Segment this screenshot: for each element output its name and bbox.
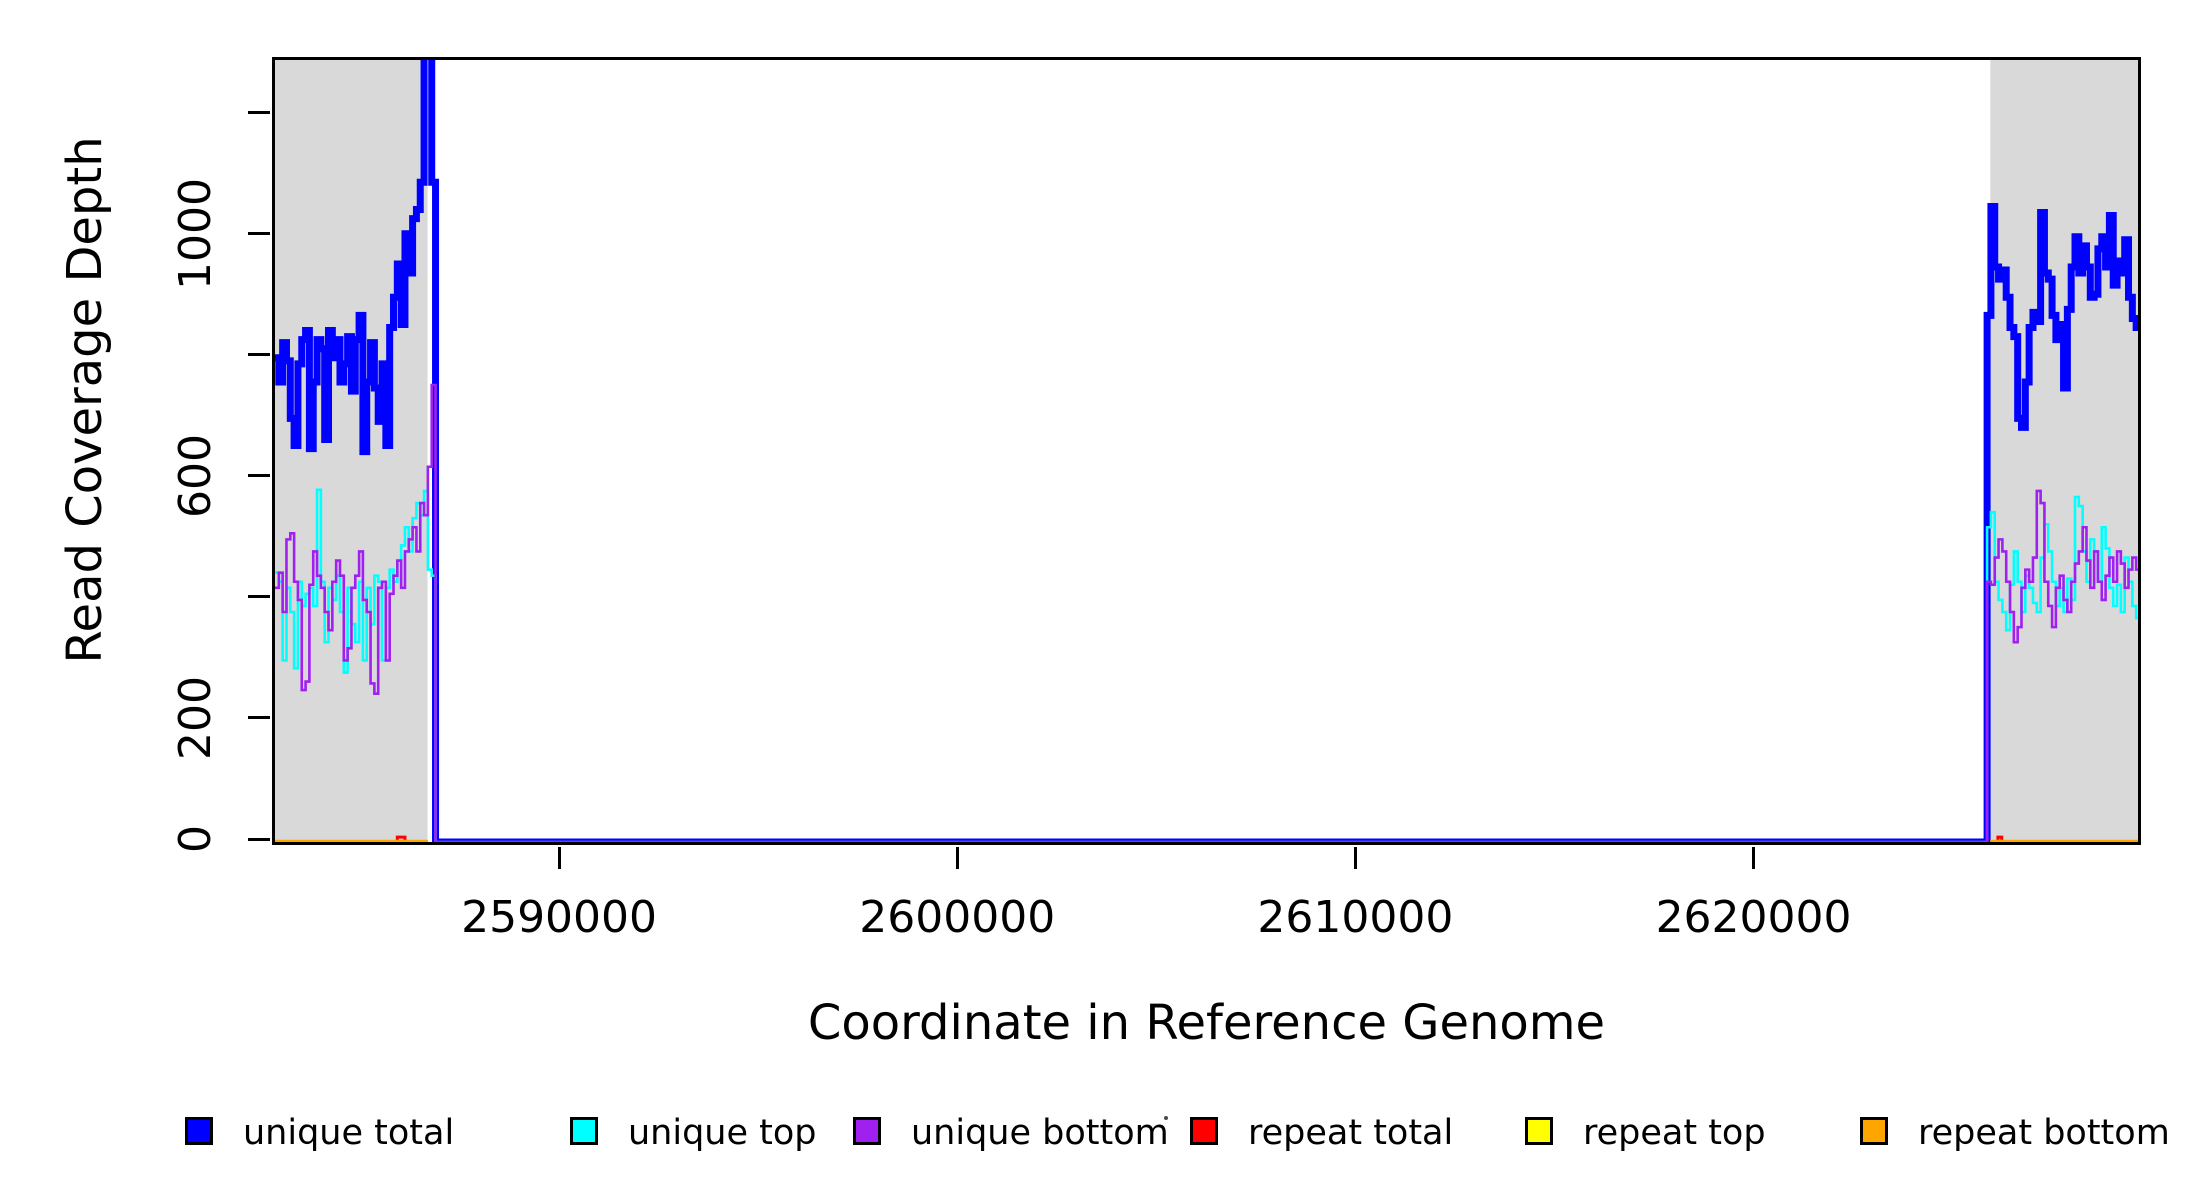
series-unique-top [275,488,2138,842]
y-tick-label: 600 [170,433,221,518]
series-unique-bottom [275,383,2138,842]
y-tick-label: 0 [170,825,221,853]
legend-swatch-icon [1860,1117,1888,1145]
shaded-flank-region [1990,60,2138,842]
series-repeat-total [275,835,2138,842]
y-tick-mark [248,837,270,841]
y-tick-mark [248,716,270,720]
x-tick-label: 2610000 [1257,892,1454,943]
legend-label: unique total [243,1113,455,1153]
legend-swatch-icon [570,1117,598,1145]
x-tick-mark [1752,847,1756,869]
y-tick-mark [248,595,270,599]
series-unique-total [275,60,2138,842]
legend-swatch-icon [1190,1117,1218,1145]
y-tick-label: 200 [170,675,221,760]
x-tick-label: 2620000 [1655,892,1852,943]
y-axis-title: Read Coverage Depth [57,136,113,664]
legend-swatch-icon [185,1117,213,1145]
x-tick-mark [1353,847,1357,869]
legend-label: repeat total [1248,1113,1454,1153]
plot-area [272,57,2141,845]
x-tick-label: 2590000 [461,892,658,943]
x-tick-mark [557,847,561,869]
legend-swatch-icon [1525,1117,1553,1145]
y-tick-mark [248,111,270,115]
y-tick-mark [248,474,270,478]
x-axis-title: Coordinate in Reference Genome [807,995,1606,1051]
shaded-flank-region [275,60,428,842]
legend-label: unique bottom [911,1113,1169,1153]
y-tick-label: 1000 [170,177,221,290]
legend-label: unique top [628,1113,817,1153]
y-tick-mark [248,353,270,357]
x-tick-mark [955,847,959,869]
coverage-chart-canvas [275,60,2138,842]
legend-label: repeat bottom [1918,1113,2170,1153]
stray-point-artifact [1164,1116,1168,1120]
legend-label: repeat top [1583,1113,1766,1153]
y-tick-mark [248,232,270,236]
legend-swatch-icon [853,1117,881,1145]
x-tick-label: 2600000 [859,892,1056,943]
